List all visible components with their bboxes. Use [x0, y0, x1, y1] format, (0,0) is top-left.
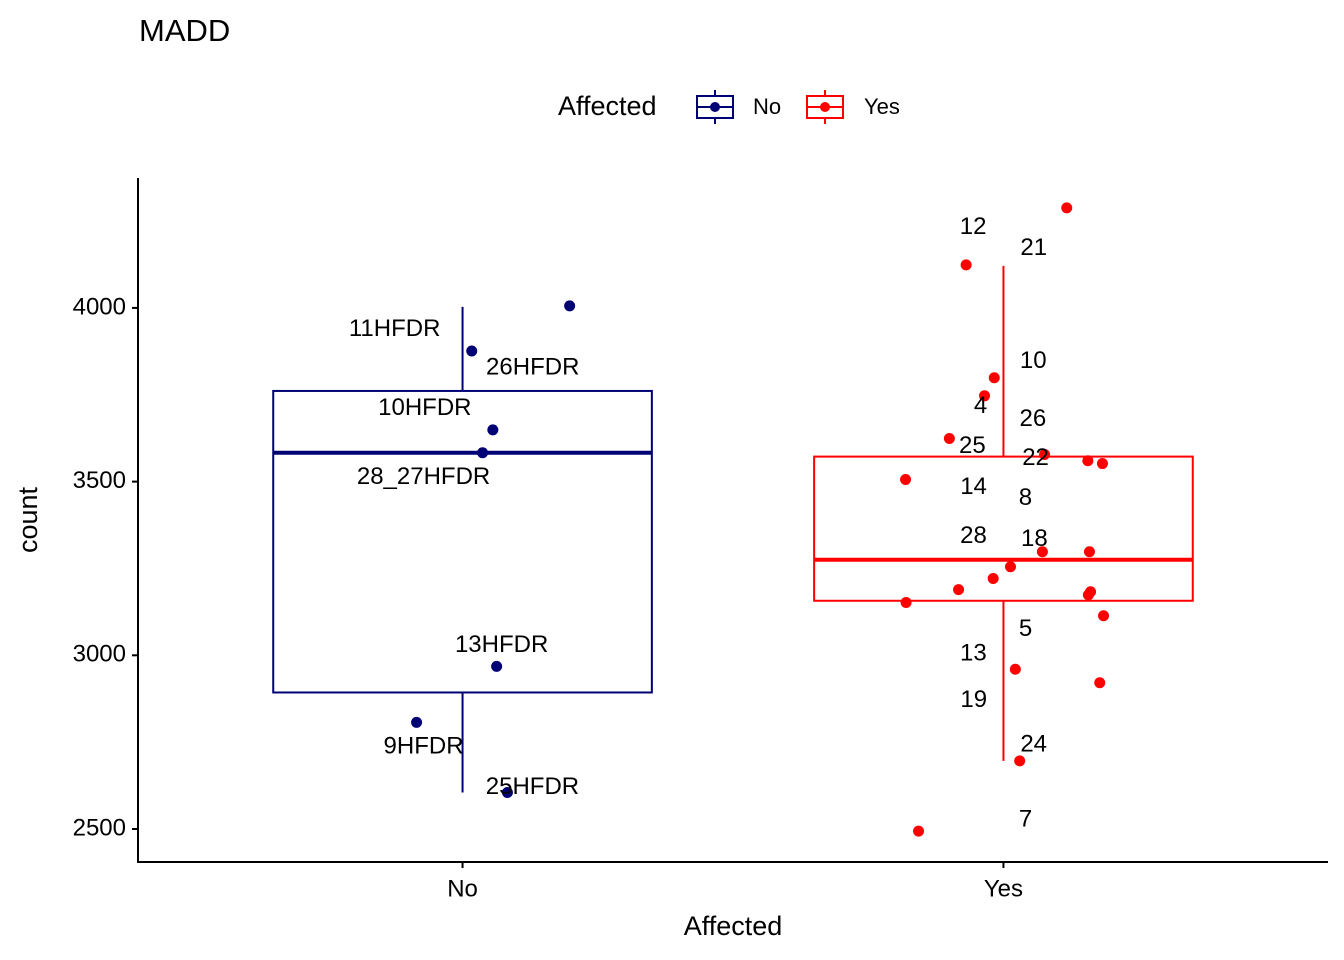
point-label: 18: [1021, 525, 1048, 552]
point: [1009, 663, 1021, 675]
point-label: 13: [960, 640, 987, 667]
point: [1082, 455, 1094, 467]
y-tick-label: 3000: [73, 641, 126, 668]
point: [953, 584, 965, 596]
point-label: 28: [960, 522, 987, 549]
point: [988, 372, 1000, 384]
point: [466, 345, 478, 357]
point-label: 14: [960, 473, 987, 500]
point-label: 19: [960, 686, 987, 713]
point: [1061, 202, 1073, 214]
y-tick-label: 4000: [73, 293, 126, 320]
point: [979, 390, 991, 402]
point-label: 5: [1019, 615, 1032, 642]
legend-label: No: [753, 94, 781, 119]
point-label: 12: [960, 213, 987, 240]
point-label: 24: [1020, 730, 1047, 757]
x-axis-label: Affected: [684, 911, 783, 941]
point: [1094, 677, 1106, 689]
point-label: 26HFDR: [486, 353, 579, 380]
point-label: 11HFDR: [349, 315, 441, 342]
point: [987, 573, 999, 585]
point: [491, 660, 503, 672]
point: [411, 716, 423, 728]
point: [1098, 610, 1110, 622]
x-tick-label: Yes: [984, 875, 1023, 902]
point-label: 25: [959, 432, 986, 459]
legend-label: Yes: [864, 94, 900, 119]
point: [477, 447, 489, 459]
point: [900, 474, 912, 486]
point-label: 21: [1020, 234, 1047, 261]
y-tick-label: 3500: [73, 467, 126, 494]
legend-title: Affected: [558, 91, 657, 121]
point-label: 26: [1019, 405, 1046, 432]
box: [813, 455, 1194, 602]
point: [1004, 561, 1016, 573]
point: [501, 787, 513, 799]
point: [1082, 589, 1094, 601]
point-label: 22: [1022, 444, 1049, 471]
point: [1039, 449, 1051, 461]
point-label: 4: [974, 392, 987, 419]
point: [913, 825, 925, 837]
point-label: 28_27HFDR: [357, 463, 490, 490]
point: [564, 300, 576, 312]
point: [1083, 546, 1095, 558]
y-tick-label: 2500: [73, 814, 126, 841]
point-label: 8: [1019, 484, 1032, 511]
point-label: 10HFDR: [378, 394, 471, 421]
x-tick-label: No: [447, 875, 478, 902]
point-label: 9HFDR: [384, 733, 464, 760]
chart-title: MADD: [139, 13, 230, 48]
point: [1014, 755, 1026, 767]
point: [487, 424, 499, 436]
point-label: 7: [1019, 805, 1032, 832]
point: [900, 597, 912, 609]
point-label: 13HFDR: [455, 631, 548, 658]
point: [1096, 458, 1108, 470]
point: [943, 433, 955, 445]
point: [1036, 546, 1048, 558]
y-axis-label: count: [13, 486, 43, 553]
point: [960, 259, 972, 271]
legend-dot: [820, 102, 830, 112]
point-label: 25HFDR: [486, 773, 579, 800]
point-label: 10: [1020, 347, 1047, 374]
legend-dot: [710, 102, 720, 112]
box: [272, 389, 653, 694]
